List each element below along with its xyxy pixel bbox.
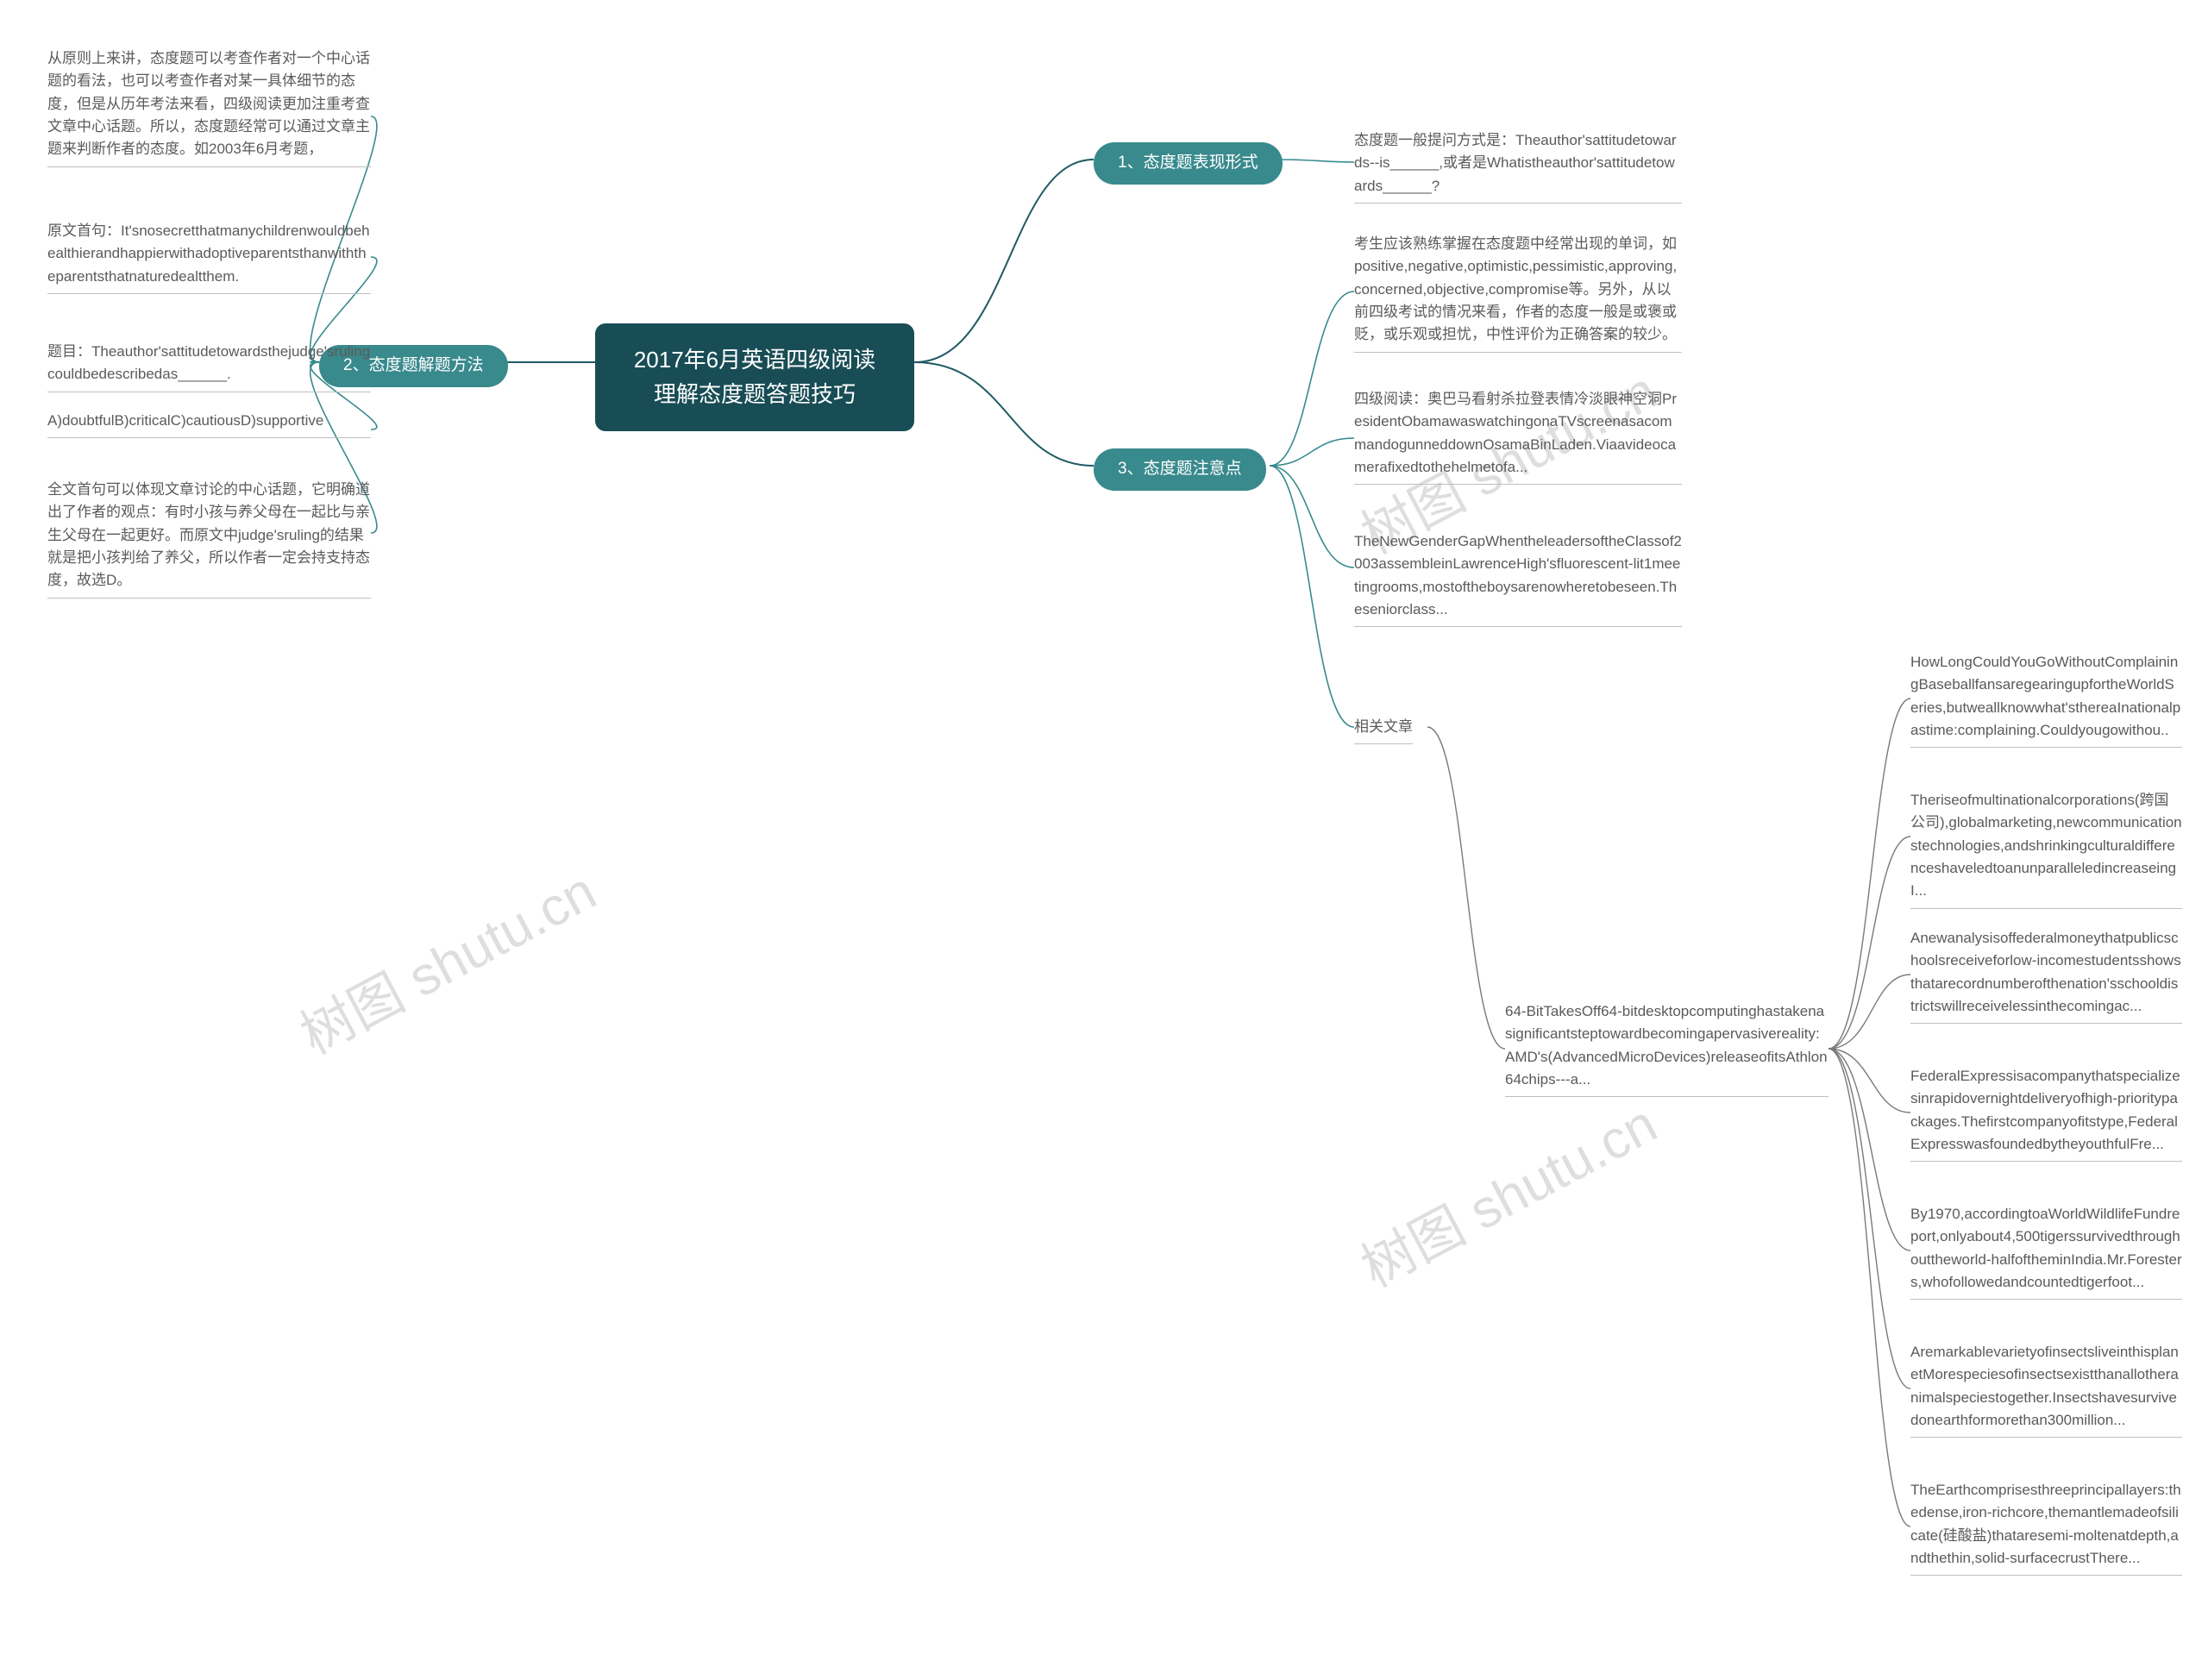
branch-2-leaf-1: 原文首句：It'snosecretthatmanychildrenwouldbe…: [47, 220, 371, 294]
center-node: 2017年6月英语四级阅读 理解态度题答题技巧: [595, 323, 914, 431]
related-label: 相关文章: [1354, 716, 1413, 744]
related-3: FederalExpressisacompanythatspecializesi…: [1910, 1065, 2182, 1162]
related-0: HowLongCouldYouGoWithoutComplainingBaseb…: [1910, 651, 2182, 748]
branch-2-leaf-4: 全文首句可以体现文章讨论的中心话题，它明确道出了作者的观点：有时小孩与养父母在一…: [47, 479, 371, 599]
related-6: TheEarthcomprisesthreeprincipallayers:th…: [1910, 1479, 2182, 1576]
branch-1-leaf: 态度题一般提问方式是：Theauthor'sattitudetowards--i…: [1354, 129, 1682, 204]
related-5: Aremarkablevarietyofinsectsliveinthispla…: [1910, 1341, 2182, 1438]
related-4: By1970,accordingtoaWorldWildlifeFundrepo…: [1910, 1203, 2182, 1300]
related-2: Anewanalysisoffederalmoneythatpublicscho…: [1910, 927, 2182, 1024]
branch-3-leaf-1: TheNewGenderGapWhentheleadersoftheClasso…: [1354, 530, 1682, 627]
branch-1: 1、态度题表现形式: [1094, 142, 1283, 185]
branch-3: 3、态度题注意点: [1094, 448, 1266, 491]
branch-3-leaf-0: 四级阅读：奥巴马看射杀拉登表情冷淡眼神空洞PresidentObamawaswa…: [1354, 388, 1682, 485]
center-title-line2: 理解态度题答题技巧: [624, 377, 885, 411]
branch-3-intro: 考生应该熟练掌握在态度题中经常出现的单词，如positive,negative,…: [1354, 233, 1682, 353]
related-first: 64-BitTakesOff64-bitdesktopcomputinghast…: [1505, 1000, 1828, 1097]
related-1: Theriseofmultinationalcorporations(跨国公司)…: [1910, 789, 2182, 909]
watermark: 树图 shutu.cn: [285, 849, 607, 1069]
branch-2-leaf-2: 题目：Theauthor'sattitudetowardsthejudge'sr…: [47, 341, 371, 392]
center-title-line1: 2017年6月英语四级阅读: [624, 342, 885, 377]
branch-2-leaf-0: 从原则上来讲，态度题可以考查作者对一个中心话题的看法，也可以考查作者对某一具体细…: [47, 47, 371, 167]
branch-2-leaf-3: A)doubtfulB)criticalC)cautiousD)supporti…: [47, 410, 371, 438]
watermark: 树图 shutu.cn: [1346, 1081, 1668, 1302]
